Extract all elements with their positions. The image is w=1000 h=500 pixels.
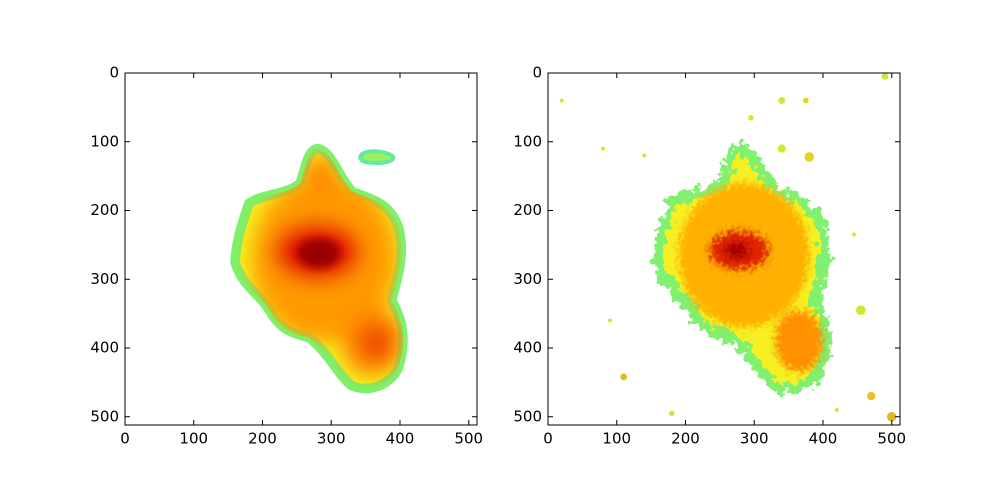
x-tick-label: 400 [809,430,838,448]
heatmap-smooth [235,149,403,389]
axes-frame [547,72,901,426]
x-tick-label: 0 [543,430,553,448]
axes-frame [124,72,478,426]
x-tick-label: 500 [454,430,483,448]
y-tick-label: 500 [90,407,119,425]
y-tick-label: 300 [513,270,542,288]
x-tick-label: 400 [386,430,415,448]
y-tick-label: 400 [90,339,119,357]
x-tick-label: 0 [120,430,130,448]
y-tick-label: 300 [90,270,119,288]
y-tick-label: 100 [513,132,542,150]
y-tick-label: 200 [513,201,542,219]
x-tick-label: 300 [740,430,769,448]
x-tick-label: 100 [602,430,631,448]
y-tick-label: 0 [109,64,119,82]
y-tick-label: 500 [513,407,542,425]
x-tick-label: 300 [317,430,346,448]
x-tick-label: 100 [179,430,208,448]
x-tick-label: 200 [671,430,700,448]
heatmap-noisy [559,73,897,422]
y-tick-label: 0 [532,64,542,82]
y-tick-label: 400 [513,339,542,357]
y-tick-label: 100 [90,132,119,150]
x-tick-label: 200 [248,430,277,448]
x-tick-label: 500 [877,430,906,448]
y-tick-label: 200 [90,201,119,219]
